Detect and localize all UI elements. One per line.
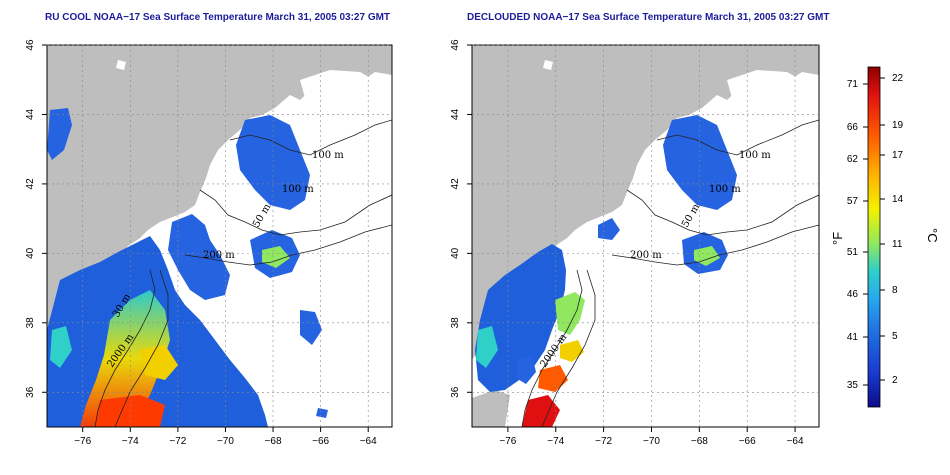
x-tick-label: −76 [74,436,91,447]
y-tick-label: 36 [450,386,461,398]
colorbar-ticks: 71 66 62 57 51 46 41 35 22 19 17 14 11 8 5 2 [847,73,904,391]
x-tick-label: −66 [739,436,756,447]
fahrenheit-unit-label: °F [830,232,845,245]
celsius-tick-label: 11 [892,239,903,250]
isobath-label: 100 m [282,184,314,195]
celsius-unit-label: °C [925,228,940,243]
sst-patch [47,108,72,160]
gulf-stream-warm [555,292,585,335]
y-tick-label: 38 [450,317,461,329]
fahrenheit-tick-label: 41 [847,332,859,343]
y-tick-label: 42 [25,178,36,190]
isobath-label: 200 m [630,250,662,261]
axis-ticks: −76 −74 −72 −70 −68 −66 −64 36 38 40 42 44 46 [450,39,804,447]
isobath-label: 100 m [709,184,741,195]
fahrenheit-tick-label: 66 [847,122,859,133]
left-map-panel: 100 m 100 m 50 m 200 m 30 m 2000 m −76 −7… [25,39,393,447]
y-tick-label: 44 [25,108,36,120]
right-map-panel: 100 m 100 m 50 m 200 m 2000 m −76 −74 −72−… [450,39,820,447]
isobath-label: 200 m [203,250,235,261]
left-panel-title: RU COOL NOAA−17 Sea Surface Temperature … [45,12,391,23]
y-tick-label: 38 [25,317,36,329]
y-tick-label: 46 [25,39,36,51]
land-mass [472,45,819,360]
fahrenheit-tick-label: 57 [847,196,859,207]
celsius-tick-label: 5 [892,331,898,342]
x-tick-label: −76 [499,436,516,447]
x-tick-label: −72 [595,436,612,447]
celsius-tick-label: 19 [892,120,904,131]
celsius-tick-label: 8 [892,285,898,296]
y-tick-label: 40 [450,247,461,259]
land-mass [47,45,392,360]
y-tick-label: 42 [450,178,461,190]
fahrenheit-tick-label: 51 [847,247,859,258]
isobath-label: 100 m [312,150,344,161]
x-tick-label: −64 [360,436,377,447]
isobath-label: 100 m [739,150,771,161]
x-tick-label: −66 [312,436,329,447]
x-tick-label: −72 [169,436,186,447]
isobath-line [229,119,392,156]
x-tick-label: −74 [547,436,564,447]
celsius-tick-label: 14 [892,194,904,205]
fahrenheit-tick-label: 62 [847,154,859,165]
x-tick-label: −70 [643,436,660,447]
fahrenheit-tick-label: 35 [847,380,859,391]
grid-lines [47,44,392,427]
x-tick-label: −68 [265,436,282,447]
fahrenheit-tick-label: 71 [847,79,859,90]
temperature-colorbar: 71 66 62 57 51 46 41 35 22 19 17 14 11 8 5 2 °F °C [830,66,940,408]
celsius-tick-label: 17 [892,150,904,161]
x-tick-label: −74 [122,436,139,447]
x-tick-label: −70 [217,436,234,447]
axis-ticks: −76 −74 −72 −70 −68 −66 −64 36 38 40 42 44 46 [25,39,377,447]
sst-region-south [475,244,566,392]
x-tick-label: −68 [691,436,708,447]
y-tick-label: 40 [25,247,36,259]
celsius-tick-label: 22 [892,73,904,84]
grid-lines [472,44,819,427]
y-tick-label: 46 [450,39,461,51]
right-panel-title: DECLOUDED NOAA−17 Sea Surface Temperatur… [467,12,830,23]
x-tick-label: −64 [787,436,804,447]
y-tick-label: 44 [450,108,461,120]
celsius-tick-label: 2 [892,375,898,386]
gulf-stream-warm [80,290,170,427]
fahrenheit-tick-label: 46 [847,289,859,300]
colorbar-gradient [867,66,881,408]
y-tick-label: 36 [25,386,36,398]
